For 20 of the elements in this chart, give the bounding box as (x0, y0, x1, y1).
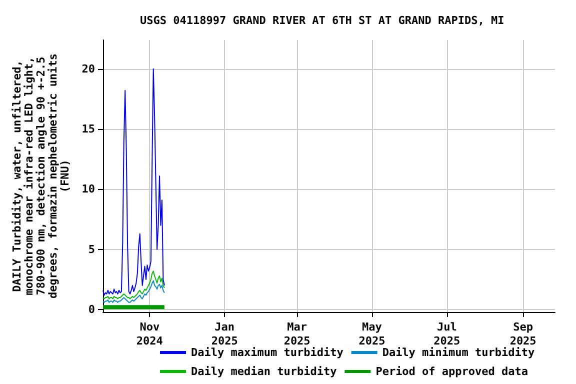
y-axis-title: DAILY Turbidity, water, unfiltered, monochrome near infra-red LED light, 780-900 nm, detection angle 90 +-2.5 degrees, formazin nephelometric units (FNU) (10, 53, 72, 299)
x-tick-label: May 2025 (358, 320, 386, 348)
x-tick-label: Mar 2025 (284, 320, 310, 348)
legend-label: Daily minimum turbidity (382, 346, 536, 359)
chart-title: USGS 04118997 GRAND RIVER AT 6TH ST AT GRAND RAPIDS, MI (140, 14, 504, 27)
line-series (102, 270, 165, 300)
y-tick-label: 20 (82, 62, 95, 76)
legend-label: Daily maximum turbidity (191, 346, 344, 359)
line-series (102, 68, 165, 296)
legend-label: Period of approved data (376, 365, 528, 378)
y-tick-label: 5 (88, 242, 95, 256)
line-series (102, 280, 165, 303)
y-tick-label: 15 (82, 122, 95, 136)
x-tick-label: Nov 2024 (136, 320, 164, 348)
x-tick-label: Jan 2025 (211, 320, 238, 348)
y-tick-label: 0 (88, 303, 95, 316)
legend-label: Daily median turbidity (191, 365, 338, 378)
x-tick-label: Sep 2025 (510, 320, 536, 348)
y-tick-label: 10 (82, 182, 95, 196)
x-tick-label: Jul 2025 (434, 320, 460, 348)
